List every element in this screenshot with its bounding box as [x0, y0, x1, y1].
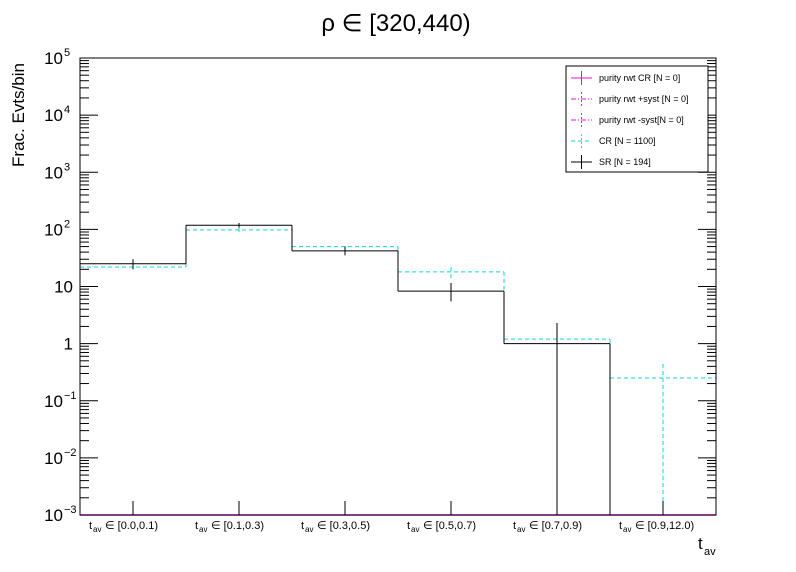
x-tick-label-subscript: av	[411, 525, 419, 534]
x-tick-label: t av ∈ [0.7,0.9)	[513, 520, 582, 534]
y-tick-label: 10 5	[44, 47, 70, 68]
series-4	[80, 223, 611, 515]
legend: purity rwt CR [N = 0] purity rwt +syst [N…	[565, 65, 709, 173]
x-tick-label-prefix: t	[407, 520, 410, 532]
y-tick-label: 1	[64, 335, 73, 354]
x-axis-label-main: t	[698, 534, 703, 553]
y-tick-label-base: 10	[54, 278, 73, 297]
y-tick-label: 10 −3	[44, 504, 76, 525]
x-tick-label-prefix: t	[513, 520, 516, 532]
y-tick-label-base: 10	[44, 163, 63, 182]
y-tick-label: 10	[54, 278, 73, 297]
legend-label: CR [N = 1100]	[599, 136, 656, 146]
y-tick-label: 10 4	[44, 104, 70, 125]
x-tick-label: t av ∈ [0.3,0.5)	[301, 520, 370, 534]
chart-title: ρ ∈ [320,440)	[321, 10, 470, 37]
x-tick-label: t av ∈ [0.0,0.1)	[89, 520, 158, 534]
y-tick-label-exponent: −3	[64, 504, 77, 516]
y-tick-label-exponent: 5	[64, 47, 70, 59]
plot-content	[80, 223, 716, 516]
y-tick-label-base: 10	[44, 220, 63, 239]
x-tick-label-subscript: av	[305, 525, 313, 534]
y-tick-label-base: 10	[44, 392, 63, 411]
x-tick-label: t av ∈ [0.1,0.3)	[195, 520, 264, 534]
x-tick-label-prefix: t	[89, 520, 92, 532]
x-tick-label-range: ∈ [0.3,0.5)	[317, 520, 370, 532]
y-tick-label: 10 3	[44, 161, 70, 182]
y-tick-label: 10 −2	[44, 447, 76, 468]
y-tick-label: 10 −1	[44, 390, 76, 411]
legend-label: purity rwt +syst [N = 0]	[599, 94, 689, 104]
x-tick-label: t av ∈ [0.5,0.7)	[407, 520, 476, 534]
legend-label: SR [N = 194]	[599, 157, 651, 167]
legend-label: purity rwt -syst[N = 0]	[599, 115, 684, 125]
x-tick-label-subscript: av	[517, 525, 525, 534]
y-tick-label-base: 10	[44, 49, 63, 68]
y-axis-label: Frac. Evts/bin	[9, 63, 28, 167]
legend-label: purity rwt CR [N = 0]	[599, 73, 680, 83]
x-tick-label: t av ∈ [0.9,12.0)	[619, 520, 694, 534]
legend-box	[565, 65, 709, 173]
x-tick-label-range: ∈ [0.1,0.3)	[211, 520, 264, 532]
x-tick-label-range: ∈ [0.5,0.7)	[423, 520, 476, 532]
x-tick-label-subscript: av	[199, 525, 207, 534]
x-axis-ticks: t av ∈ [0.0,0.1) t av ∈ [0.1,0.3) t av ∈ [0.3,0.…	[89, 501, 694, 534]
y-tick-label-exponent: 4	[64, 104, 70, 116]
x-tick-label-subscript: av	[623, 525, 631, 534]
x-tick-label-prefix: t	[619, 520, 622, 532]
y-tick-label-base: 10	[44, 449, 63, 468]
x-axis-label: t av	[698, 534, 716, 558]
x-tick-label-range: ∈ [0.0,0.1)	[105, 520, 158, 532]
y-tick-label-exponent: −2	[64, 447, 77, 459]
x-tick-label-prefix: t	[195, 520, 198, 532]
y-tick-label-base: 10	[44, 506, 63, 525]
y-tick-label-base: 10	[44, 106, 63, 125]
y-tick-label-exponent: −1	[64, 390, 77, 402]
y-tick-label-exponent: 2	[64, 218, 70, 230]
y-tick-label-exponent: 3	[64, 161, 70, 173]
x-tick-label-subscript: av	[93, 525, 101, 534]
x-tick-label-range: ∈ [0.7,0.9)	[529, 520, 582, 532]
x-axis-label-subscript: av	[704, 546, 716, 558]
y-tick-label: 10 2	[44, 218, 70, 239]
x-tick-label-prefix: t	[301, 520, 304, 532]
x-tick-label-range: ∈ [0.9,12.0)	[635, 520, 694, 532]
y-tick-label-base: 1	[64, 335, 73, 354]
